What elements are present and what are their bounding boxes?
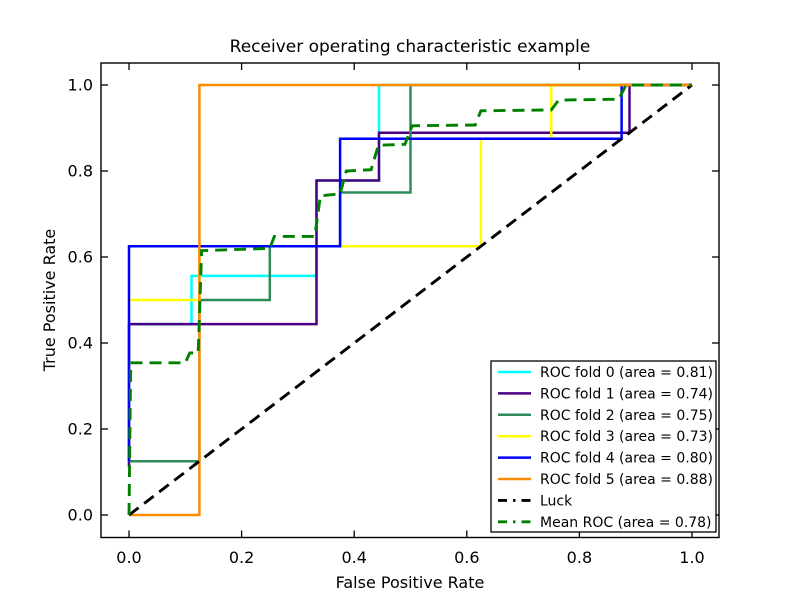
- legend-label-mean-roc: Mean ROC (area = 0.78): [540, 515, 712, 531]
- legend-label-luck: Luck: [540, 493, 573, 509]
- x-tick-label: 0.4: [341, 548, 366, 567]
- legend-entry-roc-fold-1: ROC fold 1 (area = 0.74): [498, 386, 713, 402]
- legend-entry-roc-fold-3: ROC fold 3 (area = 0.73): [498, 429, 713, 445]
- chart-title: Receiver operating characteristic exampl…: [230, 37, 591, 57]
- curves-layer: [127, 83, 693, 517]
- x-tick-label: 0.6: [454, 548, 479, 567]
- y-axis-label: True Positive Rate: [40, 229, 59, 373]
- legend: ROC fold 0 (area = 0.81) ROC fold 1 (area…: [490, 360, 717, 533]
- x-tick-label: 0.0: [116, 548, 141, 567]
- x-axis-label: False Positive Rate: [336, 573, 485, 592]
- legend-entry-roc-fold-5: ROC fold 5 (area = 0.88): [498, 472, 713, 488]
- y-tick-label: 0.0: [68, 506, 93, 525]
- y-tick-label: 0.2: [68, 420, 93, 439]
- curve-luck: [128, 83, 693, 517]
- curve-mean-roc: [127, 83, 692, 516]
- legend-label-roc-fold-3: ROC fold 3 (area = 0.73): [540, 429, 713, 445]
- legend-label-roc-fold-5: ROC fold 5 (area = 0.88): [540, 472, 713, 488]
- legend-entry-luck: Luck: [498, 493, 573, 509]
- x-axis-ticks: 0.0 0.2 0.4 0.6 0.8 1.0: [116, 63, 705, 567]
- curve-roc-fold-5: [129, 83, 692, 517]
- curve-roc-fold-1: [127, 83, 692, 468]
- legend-label-roc-fold-4: ROC fold 4 (area = 0.80): [540, 451, 713, 467]
- legend-entry-mean-roc: Mean ROC (area = 0.78): [498, 515, 712, 531]
- y-tick-label: 0.8: [68, 162, 93, 181]
- x-tick-label: 1.0: [679, 548, 704, 567]
- legend-label-roc-fold-1: ROC fold 1 (area = 0.74): [540, 386, 713, 402]
- legend-box: [490, 360, 717, 533]
- x-tick-label: 0.2: [229, 548, 254, 567]
- legend-entry-roc-fold-4: ROC fold 4 (area = 0.80): [498, 451, 713, 467]
- x-tick-label: 0.8: [567, 548, 592, 567]
- legend-entry-roc-fold-2: ROC fold 2 (area = 0.75): [498, 408, 713, 424]
- y-tick-label: 0.4: [68, 334, 93, 353]
- legend-label-roc-fold-0: ROC fold 0 (area = 0.81): [540, 365, 713, 381]
- plot-area-border: [100, 62, 720, 539]
- y-tick-label: 0.6: [68, 248, 93, 267]
- legend-label-roc-fold-2: ROC fold 2 (area = 0.75): [540, 408, 713, 424]
- legend-entry-roc-fold-0: ROC fold 0 (area = 0.81): [498, 365, 713, 381]
- y-tick-label: 1.0: [68, 76, 93, 95]
